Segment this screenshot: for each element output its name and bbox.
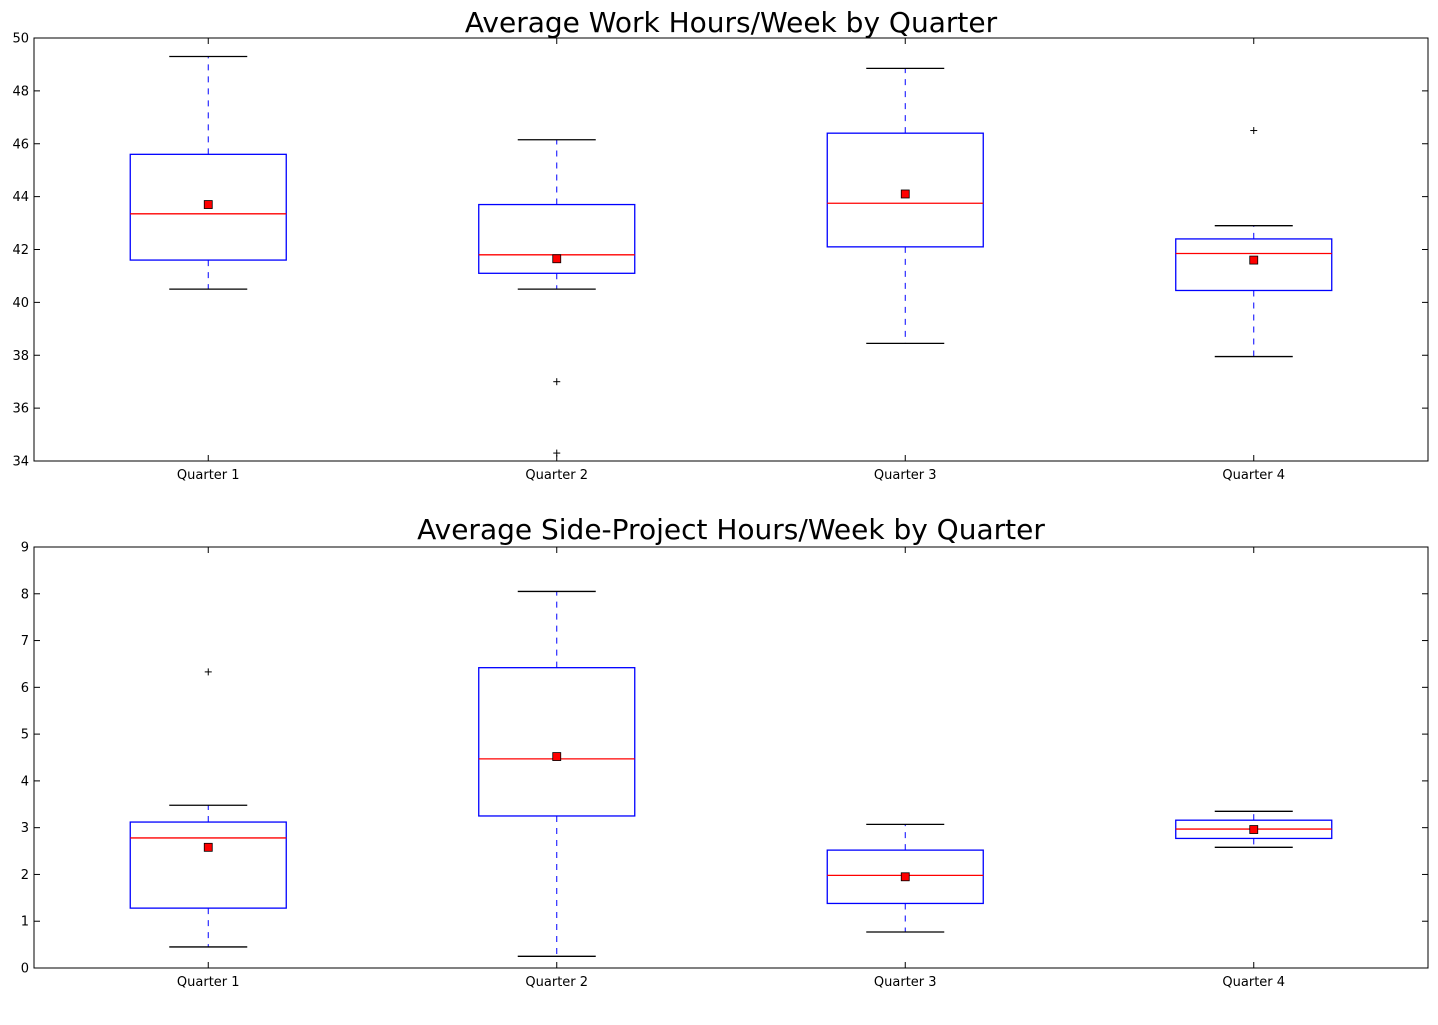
mean-marker [1249, 825, 1259, 834]
chart-title: Average Side-Project Hours/Week by Quart… [417, 513, 1045, 546]
y-tick-label: 0 [21, 962, 29, 977]
outlier-point [1250, 127, 1258, 135]
box-group-4 [1175, 127, 1333, 358]
outlier-point [553, 378, 561, 386]
x-tick-label: Quarter 3 [874, 975, 937, 990]
y-tick-label: 34 [12, 455, 29, 470]
y-tick-label: 9 [21, 541, 29, 556]
box-iqr [478, 203, 636, 274]
x-tick-label: Quarter 3 [874, 468, 937, 483]
x-tick-label: Quarter 2 [525, 468, 588, 483]
x-tick-label: Quarter 4 [1222, 975, 1285, 990]
box-iqr [826, 849, 984, 905]
y-tick-label: 36 [12, 402, 29, 417]
y-tick-label: 5 [21, 728, 29, 743]
y-tick-label: 4 [21, 774, 29, 789]
plot-frame [33, 37, 1429, 462]
mean-marker [552, 752, 562, 761]
y-tick-label: 8 [21, 587, 29, 602]
box-iqr [826, 132, 984, 248]
x-tick-label: Quarter 2 [525, 975, 588, 990]
box-group-1 [129, 668, 287, 948]
box-group-3 [826, 823, 984, 933]
box-group-1 [129, 55, 287, 290]
outlier-point [204, 668, 212, 676]
x-tick-label: Quarter 1 [177, 975, 240, 990]
y-tick-label: 44 [12, 190, 29, 205]
plot-frame [33, 546, 1429, 969]
mean-marker [1249, 255, 1259, 265]
y-tick-label: 38 [12, 349, 29, 364]
chart-work-hours: Average Work Hours/Week by Quarter 34 36 3… [12, 6, 1429, 483]
mean-marker [203, 842, 213, 852]
mean-marker [900, 872, 910, 882]
y-tick-label: 7 [21, 634, 29, 649]
box-group-4 [1175, 810, 1333, 848]
y-tick-label: 40 [12, 296, 29, 311]
mean-marker [552, 254, 562, 264]
y-tick-label: 3 [21, 821, 29, 836]
box-group-2 [478, 590, 636, 957]
mean-marker [203, 200, 213, 209]
y-tick-label: 42 [12, 243, 29, 258]
box-iqr [129, 821, 287, 909]
chart-side-project-hours: Average Side-Project Hours/Week by Quart… [21, 513, 1429, 990]
outlier-point [553, 449, 561, 457]
y-tick-label: 2 [21, 868, 29, 883]
box-iqr [1175, 238, 1333, 292]
box-iqr [129, 153, 287, 261]
y-tick-label: 6 [21, 681, 29, 696]
y-tick-label: 50 [12, 32, 29, 47]
x-tick-label: Quarter 4 [1222, 468, 1285, 483]
x-tick-label: Quarter 1 [177, 468, 240, 483]
box-group-2 [478, 139, 636, 457]
box-group-3 [826, 67, 984, 345]
box-iqr [478, 667, 636, 817]
y-tick-label: 46 [12, 137, 29, 152]
y-tick-label: 1 [21, 915, 29, 930]
chart-title: Average Work Hours/Week by Quarter [465, 6, 998, 39]
y-tick-label: 48 [12, 84, 29, 99]
mean-marker [900, 189, 910, 199]
